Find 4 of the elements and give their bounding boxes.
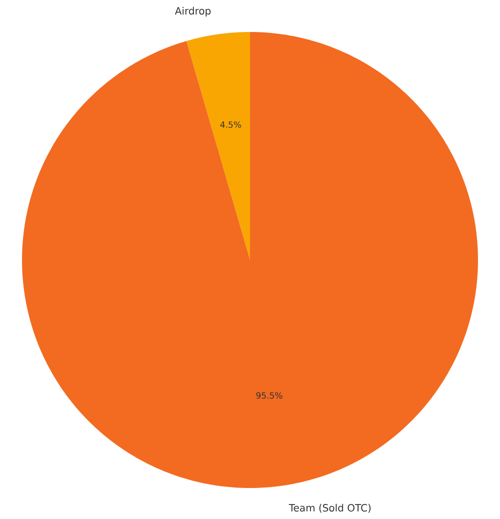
data-label: 4.5% — [220, 121, 242, 128]
slice-label: Team (Sold OTC) — [288, 504, 371, 513]
slice-label: Airdrop — [174, 6, 211, 17]
data-label: 95.5% — [256, 392, 282, 399]
